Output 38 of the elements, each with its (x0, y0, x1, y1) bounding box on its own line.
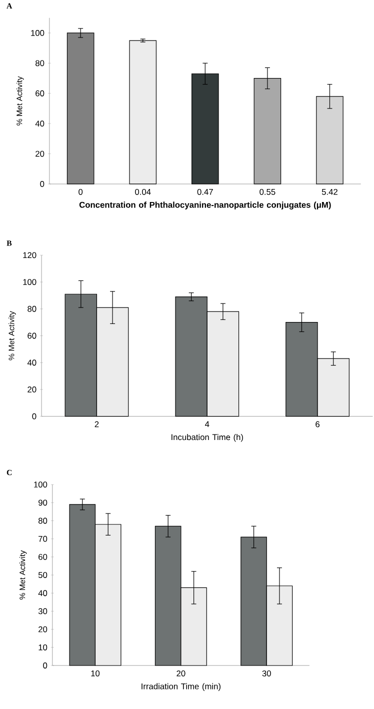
x-tick-label: 0.55 (260, 188, 276, 195)
x-tick-label: 4 (205, 421, 210, 428)
y-tick-label: 70 (38, 536, 48, 542)
x-tick-label: 6 (316, 421, 320, 428)
y-tick-label: 0 (43, 662, 48, 668)
y-tick-label: 0 (40, 181, 44, 187)
y-tick-label: 40 (28, 360, 36, 366)
y-tick-label: 120 (23, 252, 36, 258)
x-axis-title: Concentration of Phthalocyanine-nanoparticle conjugates (μM) (80, 202, 331, 210)
x-tick-label: 10 (91, 670, 100, 676)
y-tick-label: 30 (38, 608, 48, 614)
y-tick-label: 10 (38, 644, 48, 650)
y-tick-label: 100 (23, 279, 36, 285)
x-tick-label: 2 (94, 421, 99, 428)
y-tick-label: 80 (36, 60, 44, 66)
x-tick-label: 20 (176, 670, 186, 676)
y-tick-label: 80 (38, 518, 48, 524)
y-tick-label: 0 (32, 413, 36, 420)
y-tick-label: 60 (38, 554, 48, 560)
y-tick-label: 20 (28, 386, 36, 392)
x-axis-title: Incubation Time (h) (172, 434, 244, 442)
y-tick-label: 90 (38, 500, 48, 506)
x-tick-label: 5.42 (322, 188, 338, 195)
x-tick-label: 0.04 (135, 188, 151, 195)
y-tick-label: 100 (31, 30, 44, 36)
x-tick-label: 0 (78, 188, 83, 195)
x-axis-title: Irradiation Time (min) (142, 683, 221, 691)
x-tick-label: 0.47 (197, 188, 214, 195)
y-tick-label: 60 (36, 90, 44, 96)
y-tick-label: 20 (36, 150, 44, 157)
y-tick-label: 40 (38, 590, 48, 596)
y-tick-label: 60 (28, 332, 36, 339)
y-tick-label: 40 (35, 120, 44, 127)
y-tick-label: 100 (34, 482, 48, 488)
x-tick-label: 30 (262, 670, 272, 676)
y-tick-label: 80 (28, 306, 36, 312)
y-tick-label: 50 (38, 572, 48, 578)
y-tick-label: 20 (38, 626, 48, 632)
